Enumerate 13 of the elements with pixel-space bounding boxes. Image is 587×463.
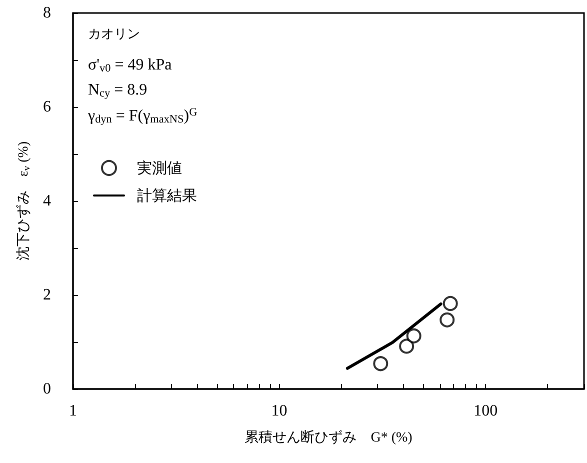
y-tick-label: 2: [43, 286, 51, 304]
x-axis-title: 累積せん断ひずみ G* (%): [244, 430, 413, 446]
legend-label: 実測値: [137, 159, 182, 177]
y-tick-label: 0: [43, 380, 51, 398]
y-tick-label: 8: [43, 4, 51, 22]
legend-label: 計算結果: [137, 186, 197, 204]
y-tick-label: 4: [43, 192, 51, 210]
y-tick-label: 6: [43, 98, 51, 116]
x-tick-label: 100: [474, 402, 498, 420]
y-axis-title: 沈下ひずみ εv (%): [15, 141, 33, 261]
x-tick-label: 1: [69, 402, 77, 420]
x-tick-label: 10: [271, 402, 288, 420]
annotation: カオリン: [88, 27, 140, 42]
